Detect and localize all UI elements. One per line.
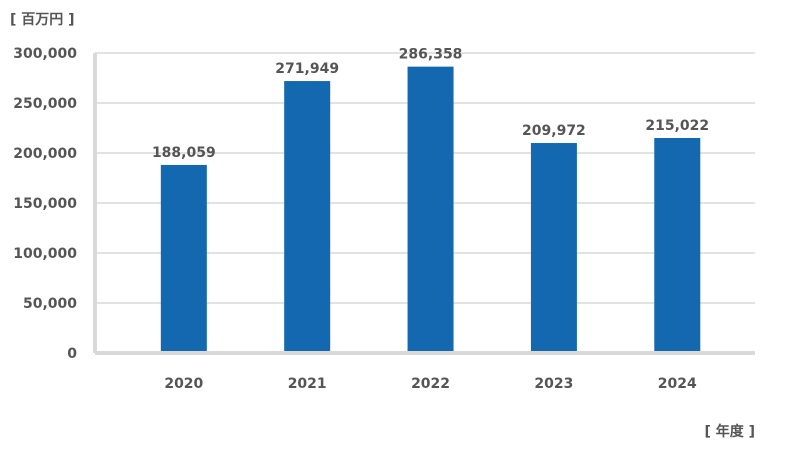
x-tick-labels: 2020 2021 2022 2023 2024 [164,376,697,392]
bar-2022 [407,66,454,353]
bar-2023 [530,143,577,353]
y-tick-label: 150,000 [13,196,77,212]
value-labels: 188,059 271,949 286,358 209,972 215,022 [152,47,709,161]
bar-2024 [654,137,701,353]
value-label-2021: 271,949 [275,61,339,77]
bar-2021 [284,81,331,354]
value-label-2020: 188,059 [152,145,216,161]
y-tick-label: 200,000 [13,146,77,162]
value-label-2022: 286,358 [399,47,463,63]
x-tick-label-2020: 2020 [164,376,203,392]
y-tick-label: 50,000 [23,296,77,312]
bar-2020 [160,164,207,353]
y-tick-labels: 0 50,000 100,000 150,000 200,000 250,000 300,0… [13,46,77,362]
x-unit-label: [ 年度 ] [704,423,755,440]
x-tick-label-2021: 2021 [288,376,327,392]
y-tick-label: 100,000 [13,246,77,262]
x-tick-label-2024: 2024 [658,376,697,392]
value-label-2024: 215,022 [645,118,709,134]
y-tick-label: 250,000 [13,96,77,112]
x-tick-label-2022: 2022 [411,376,450,392]
value-label-2023: 209,972 [522,123,586,139]
y-unit-label: [ 百万円 ] [10,12,75,28]
bars [160,66,701,354]
y-tick-label: 0 [67,346,77,362]
axes [93,53,755,355]
y-tick-label: 300,000 [13,46,77,62]
x-tick-label-2023: 2023 [534,376,573,392]
